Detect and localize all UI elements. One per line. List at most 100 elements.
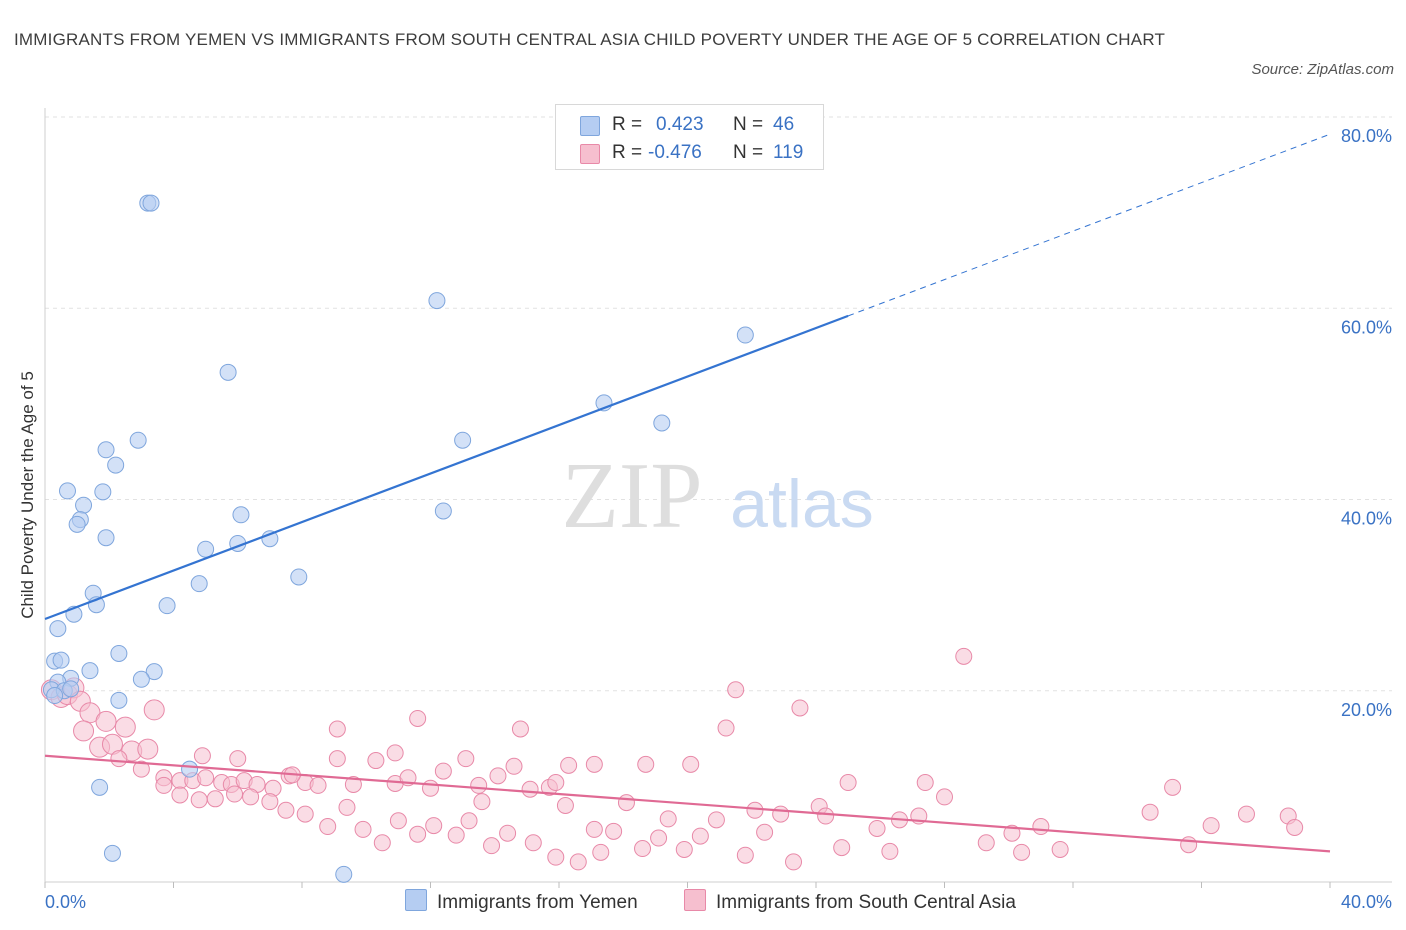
legend-r-label: R =	[612, 142, 643, 163]
yemen-point	[68, 515, 86, 533]
sca-point	[193, 747, 211, 765]
sca-point	[386, 744, 404, 762]
bottom-legend-yemen: Immigrants from Yemen	[405, 889, 638, 914]
yemen-point	[75, 496, 93, 514]
sca-point	[560, 756, 578, 774]
yemen-point	[232, 506, 250, 524]
sca-point	[521, 780, 539, 798]
sca-point	[389, 812, 407, 830]
sca-point	[1180, 836, 1198, 854]
legend-r-value-yemen: 0.423	[656, 114, 704, 135]
sca-point	[132, 760, 150, 778]
bottom-legend-swatch-yemen	[405, 889, 427, 911]
sca-point	[319, 818, 337, 836]
y-tick-label: 80.0%	[1341, 126, 1392, 146]
yemen-point	[97, 529, 115, 547]
sca-point	[483, 837, 501, 855]
sca-point	[226, 785, 244, 803]
sca-point	[746, 801, 764, 819]
south-central-asia-points	[40, 647, 1304, 871]
sca-point	[143, 699, 165, 721]
sca-point	[659, 810, 677, 828]
yemen-trend-extension	[847, 133, 1331, 317]
sca-point	[171, 786, 189, 804]
sca-point	[137, 738, 159, 760]
sca-point	[736, 846, 754, 864]
legend-swatch-sca	[580, 144, 600, 164]
sca-point	[499, 824, 517, 842]
legend-n-label: N =	[733, 114, 764, 135]
sca-point	[206, 790, 224, 808]
bottom-legend-sca: Immigrants from South Central Asia	[684, 889, 1016, 914]
yemen-point	[197, 540, 215, 558]
sca-point	[155, 776, 173, 794]
sca-point	[473, 793, 491, 811]
sca-point	[309, 776, 327, 794]
trend-lines	[44, 133, 1331, 853]
sca-point	[114, 716, 136, 738]
yemen-point	[190, 575, 208, 593]
yemen-point	[736, 326, 754, 344]
yemen-point	[142, 194, 160, 212]
yemen-point	[110, 691, 128, 709]
sca-point	[556, 797, 574, 814]
sca-point	[277, 801, 295, 819]
sca-point	[338, 798, 356, 816]
sca-point	[682, 755, 700, 773]
sca-point	[328, 750, 346, 768]
yemen-point	[58, 482, 76, 500]
sca-point	[409, 825, 427, 843]
sca-point	[367, 752, 385, 770]
legend-r-value-sca: -0.476	[648, 142, 702, 163]
sca-point	[916, 774, 934, 792]
y-tick-label: 40.0%	[1341, 509, 1392, 529]
sca-point	[511, 720, 529, 738]
legend-r-label: R =	[612, 114, 643, 135]
source-label: Source: ZipAtlas.com	[1251, 61, 1394, 78]
yemen-point	[158, 597, 176, 615]
sca-point	[344, 775, 362, 793]
chart-title: IMMIGRANTS FROM YEMEN VS IMMIGRANTS FROM…	[14, 30, 1166, 49]
y-tick-label: 20.0%	[1341, 700, 1392, 720]
watermark: ZIP atlas	[562, 444, 874, 548]
sca-point	[447, 826, 465, 844]
yemen-point	[219, 363, 237, 381]
sca-point	[691, 827, 709, 845]
legend-swatch-yemen	[580, 116, 600, 136]
sca-point	[422, 779, 439, 797]
yemen-point	[52, 651, 70, 669]
sca-point	[617, 794, 635, 812]
sca-point	[470, 776, 488, 794]
yemen-point	[454, 431, 472, 449]
sca-point	[717, 719, 735, 737]
sca-point	[505, 757, 523, 775]
sca-point	[425, 817, 443, 835]
sca-point	[772, 805, 790, 823]
yemen-point	[132, 670, 150, 688]
y-tick-label: 60.0%	[1341, 317, 1392, 337]
sca-point	[460, 812, 478, 830]
sca-point	[1286, 818, 1304, 836]
watermark-atlas: atlas	[730, 466, 874, 542]
yemen-point	[46, 687, 64, 705]
sca-point	[1237, 805, 1255, 823]
yemen-point	[145, 663, 163, 681]
yemen-point	[290, 568, 308, 586]
yemen-point	[62, 680, 80, 698]
yemen-point	[110, 644, 128, 662]
sca-point	[569, 853, 587, 871]
sca-point	[605, 822, 623, 840]
sca-point	[839, 774, 857, 792]
yemen-point	[91, 778, 109, 796]
bottom-legend-swatch-sca	[684, 889, 706, 911]
sca-point	[1013, 843, 1031, 861]
sca-point	[977, 834, 995, 852]
sca-point	[817, 807, 835, 825]
yemen-point	[434, 502, 452, 520]
bottom-legend-label-yemen: Immigrants from Yemen	[437, 892, 638, 913]
sca-point	[650, 829, 668, 847]
yemen-point	[181, 760, 199, 778]
sca-point	[955, 647, 973, 665]
sca-point	[727, 681, 745, 699]
